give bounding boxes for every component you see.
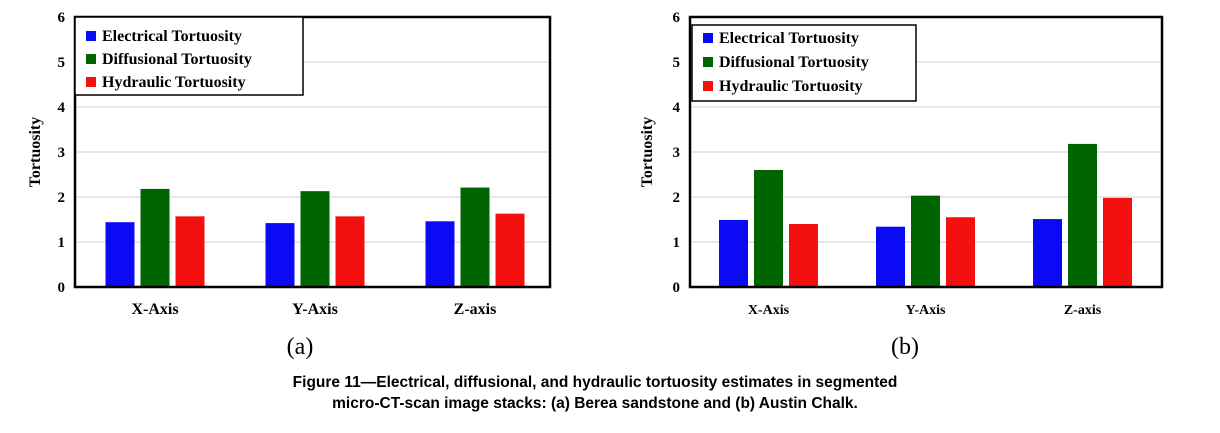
bar-electrical <box>1033 219 1062 287</box>
legend-swatch <box>86 54 96 64</box>
legend-label: Hydraulic Tortuosity <box>102 74 246 91</box>
y-tick-label: 5 <box>673 55 681 71</box>
legend-label: Diffusional Tortuosity <box>719 54 869 71</box>
y-tick-label: 4 <box>673 100 681 116</box>
y-tick-label: 1 <box>58 235 66 251</box>
legend-box <box>691 24 917 102</box>
bar-diffusional <box>460 187 490 287</box>
legend-swatch <box>703 57 713 67</box>
legend: Electrical Tortuosity Diffusional Tortuos… <box>74 16 304 96</box>
legend-box <box>74 16 304 96</box>
x-category-label: Y-Axis <box>906 303 946 318</box>
legend-label: Diffusional Tortuosity <box>102 51 252 68</box>
bar-hydraulic <box>335 216 365 287</box>
y-tick-label: 5 <box>58 55 66 71</box>
y-tick-label: 1 <box>673 235 681 251</box>
bar-diffusional <box>754 170 783 287</box>
caption-line-1: Figure 11—Electrical, diffusional, and h… <box>292 374 898 391</box>
y-tick-label: 3 <box>673 145 681 161</box>
y-tick-label: 3 <box>58 145 66 161</box>
legend-swatch <box>703 33 713 43</box>
panel-label: (b) <box>891 334 919 360</box>
legend: Electrical Tortuosity Diffusional Tortuos… <box>691 24 917 102</box>
bar-diffusional <box>300 191 330 287</box>
y-tick-label: 6 <box>58 10 66 26</box>
y-tick-label: 2 <box>58 190 66 206</box>
bar-electrical <box>719 219 748 287</box>
legend-label: Hydraulic Tortuosity <box>719 78 863 95</box>
bar-diffusional <box>1068 143 1097 287</box>
bar-electrical <box>425 221 455 287</box>
legend-swatch <box>86 31 96 41</box>
legend-label: Electrical Tortuosity <box>102 28 242 45</box>
panel-label: (a) <box>287 334 314 360</box>
caption-line-2: micro-CT-scan image stacks: (a) Berea sa… <box>332 395 858 412</box>
legend-swatch <box>703 81 713 91</box>
bar-hydraulic <box>789 224 818 287</box>
bar-electrical <box>105 222 135 287</box>
y-tick-label: 2 <box>673 190 681 206</box>
y-tick-label: 6 <box>673 10 681 26</box>
chart-panel-a: 0 1 2 3 4 5 6 X-Axis Y-Axis Z-axis Tortuosity Elect… <box>27 10 552 360</box>
bar-diffusional <box>140 188 170 287</box>
bar-electrical <box>876 226 905 287</box>
x-category-label: Z-axis <box>1064 303 1102 318</box>
y-axis-label: Tortuosity <box>639 117 656 188</box>
y-axis-label: Tortuosity <box>27 117 44 188</box>
x-category-label: Z-axis <box>454 301 497 318</box>
bar-hydraulic <box>495 213 525 287</box>
figure-caption: Figure 11—Electrical, diffusional, and h… <box>0 372 1190 414</box>
bar-hydraulic <box>1103 197 1132 287</box>
y-tick-label: 4 <box>58 100 66 116</box>
x-category-label: Y-Axis <box>292 301 338 318</box>
y-tick-label: 0 <box>673 280 681 296</box>
legend-label: Electrical Tortuosity <box>719 30 859 47</box>
y-tick-label: 0 <box>58 280 66 296</box>
x-category-label: X-Axis <box>131 301 178 318</box>
legend-swatch <box>86 77 96 87</box>
x-category-label: X-Axis <box>748 303 790 318</box>
bar-hydraulic <box>175 216 205 287</box>
plot-frame <box>688 15 1164 289</box>
bar-diffusional <box>911 195 940 287</box>
chart-panel-b: 0 1 2 3 4 5 6 X-Axis Y-Axis Z-axis Tortuosity Elect… <box>639 10 1164 360</box>
bar-electrical <box>265 223 295 287</box>
plot-frame <box>73 15 552 289</box>
bar-hydraulic <box>946 217 975 287</box>
